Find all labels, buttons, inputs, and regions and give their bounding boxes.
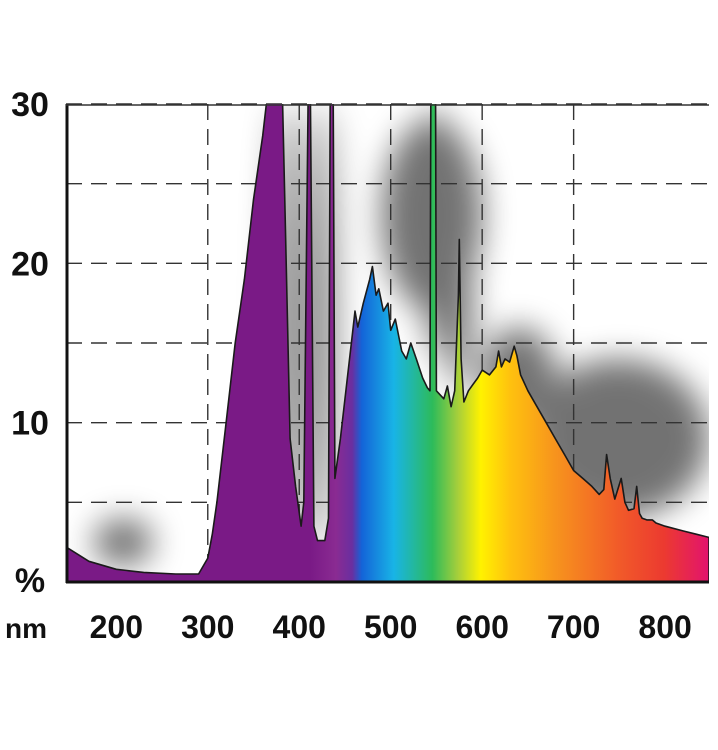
plot-frame (65, 104, 709, 584)
x-tick-label-200: 200 (90, 609, 143, 645)
x-axis-unit-label: nm (5, 613, 47, 644)
spectrum-series-area (66, 104, 709, 582)
x-tick-label-500: 500 (364, 609, 417, 645)
y-tick-label-20: 20 (11, 245, 49, 283)
x-tick-label-800: 800 (638, 609, 691, 645)
axis-labels: % nm 200 300 400 500 600 700 800 10 20 30 (5, 86, 692, 645)
y-tick-label-10: 10 (11, 405, 49, 443)
glow-region-9 (93, 518, 153, 567)
x-tick-label-600: 600 (455, 609, 508, 645)
x-tick-label-400: 400 (273, 609, 326, 645)
x-tick-label-300: 300 (181, 609, 234, 645)
y-axis-unit-label: % (15, 562, 45, 600)
spectrum-area (66, 104, 709, 582)
y-tick-label-30: 30 (11, 86, 49, 124)
x-tick-label-700: 700 (547, 609, 600, 645)
